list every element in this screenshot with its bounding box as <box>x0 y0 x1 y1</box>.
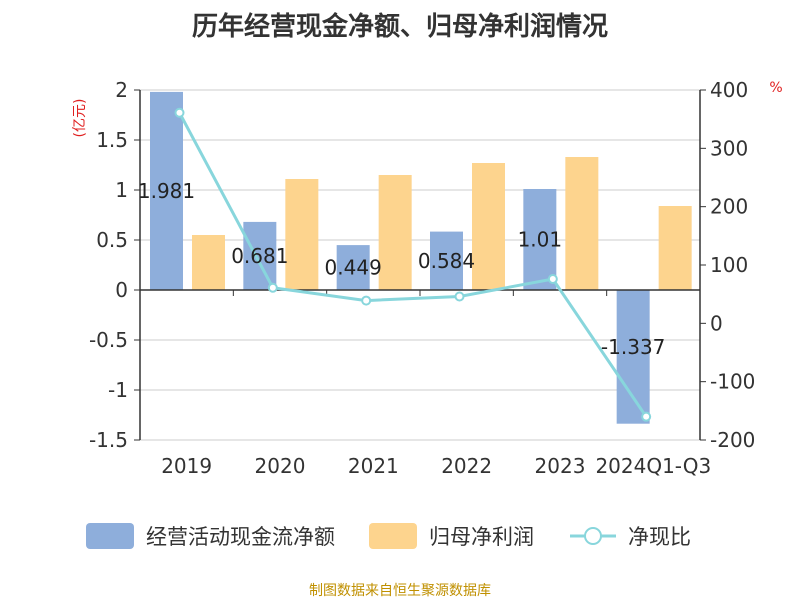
data-labels: 1.981 0.681 0.449 0.584 1.01 -1.337 <box>138 179 666 359</box>
legend-swatch-cash-flow <box>86 523 134 549</box>
bar-cash-flow <box>150 91 183 291</box>
category-label: 2024Q1-Q3 <box>595 454 711 478</box>
bar-net-profit <box>565 157 599 290</box>
gridlines <box>140 89 700 441</box>
legend: 经营活动现金流净额 归母净利润 净现比 <box>86 516 725 556</box>
right-tick-label: -200 <box>710 428 755 452</box>
cash-flow-data-label: 0.681 <box>231 244 288 268</box>
bar-cash-flow <box>616 290 650 424</box>
category-label: 2022 <box>441 454 492 478</box>
cash-flow-data-label: 0.584 <box>418 249 475 273</box>
axes <box>134 89 706 441</box>
right-tick-label: 200 <box>710 195 748 219</box>
legend-swatch-net-profit <box>369 523 417 549</box>
legend-label-cash-flow: 经营活动现金流净额 <box>146 525 335 549</box>
category-label: 2020 <box>255 454 306 478</box>
left-tick-label: 1.5 <box>96 128 128 152</box>
legend-item-cash-flow[interactable]: 经营活动现金流净额 <box>86 521 335 551</box>
legend-item-net-profit[interactable]: 归母净利润 <box>369 521 534 551</box>
left-tick-label: 0 <box>115 278 128 302</box>
cash-flow-data-label: 1.981 <box>138 179 195 203</box>
source-note: 制图数据来自恒生聚源数据库 <box>309 583 491 599</box>
left-tick-label: 1 <box>115 178 128 202</box>
ratio-line-layer <box>174 107 652 422</box>
right-tick-label: 0 <box>710 311 723 335</box>
bar-net-profit <box>378 175 412 290</box>
left-tick-label: -1.5 <box>89 428 128 452</box>
ratio-point <box>547 274 558 284</box>
left-tick-label: -0.5 <box>89 328 128 352</box>
legend-item-ratio[interactable]: 净现比 <box>568 521 691 551</box>
ratio-point <box>454 291 465 302</box>
left-axis-unit: (亿元) <box>72 98 88 138</box>
left-tick-label: -1 <box>108 378 128 402</box>
left-tick-label: 2 <box>115 78 128 102</box>
bar-net-profit <box>285 179 319 290</box>
legend-label-ratio: 净现比 <box>628 525 691 549</box>
bar-cash-flow <box>243 221 277 290</box>
ratio-line <box>178 112 648 418</box>
ratio-point <box>361 295 372 306</box>
bar-net-profit <box>472 163 505 290</box>
category-label: 2023 <box>535 454 586 478</box>
left-tick-label: 0.5 <box>96 228 128 252</box>
legend-swatch-ratio <box>570 527 616 545</box>
right-tick-label: -100 <box>710 370 755 394</box>
legend-label-net-profit: 归母净利润 <box>429 525 534 549</box>
category-label: 2019 <box>161 454 212 478</box>
bar-net-profit <box>658 206 692 290</box>
bars <box>150 91 692 424</box>
cash-flow-data-label: 1.01 <box>518 228 563 252</box>
bar-cash-flow <box>430 231 463 290</box>
ratio-point <box>641 411 652 422</box>
ratio-point <box>267 282 278 293</box>
bar-cash-flow <box>523 189 557 290</box>
right-tick-label: 100 <box>710 253 748 277</box>
bar-net-profit <box>192 235 225 290</box>
cash-flow-data-label: -1.337 <box>601 335 665 359</box>
category-label: 2021 <box>348 454 399 478</box>
ratio-point <box>174 107 185 118</box>
tick-labels: -1.5 -1 -0.5 0 0.5 1 1.5 2 -200 -100 0 100 200 300 400… <box>89 78 755 478</box>
chart-title: 历年经营现金净额、归母净利润情况 <box>191 12 608 42</box>
right-tick-label: 300 <box>710 136 748 160</box>
right-axis-unit: % <box>769 80 783 96</box>
cash-flow-data-label: 0.449 <box>325 256 382 280</box>
right-tick-label: 400 <box>710 78 748 102</box>
bar-cash-flow <box>336 245 370 290</box>
